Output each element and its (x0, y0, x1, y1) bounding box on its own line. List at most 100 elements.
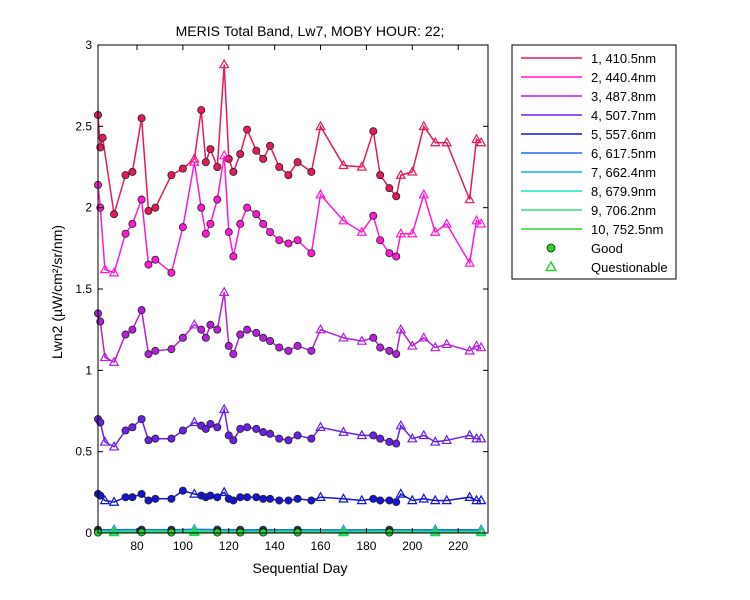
x-tick-label: 100 (173, 539, 193, 553)
good-point (151, 434, 160, 443)
legend-label: 9, 706.2nm (591, 203, 656, 218)
questionable-point (441, 136, 453, 147)
legend-label: 2, 440.4nm (591, 70, 656, 85)
questionable-point (395, 227, 407, 238)
good-point (229, 436, 238, 445)
good-point (151, 346, 160, 355)
good-point (243, 325, 252, 334)
questionable-point (464, 345, 475, 355)
questionable-point (356, 226, 368, 236)
good-point (151, 494, 160, 503)
good-point (178, 164, 187, 173)
questionable-point (218, 286, 230, 297)
questionable-point (108, 441, 120, 451)
x-tick-label: 220 (448, 539, 468, 553)
questionable-point (189, 488, 200, 498)
good-point (178, 333, 187, 342)
good-point (266, 494, 275, 503)
questionable-point (464, 193, 475, 204)
x-tick-label: 200 (402, 539, 422, 553)
series-line-6 (98, 528, 482, 531)
good-point (369, 333, 378, 342)
good-point (259, 219, 268, 228)
questionable-point (429, 341, 441, 352)
questionable-point (475, 341, 487, 352)
y-tick-label: 0.5 (75, 445, 92, 459)
chart-title: MERIS Total Band, Lw7, MOBY HOUR: 22; (176, 23, 445, 39)
good-point (213, 162, 222, 171)
questionable-point (338, 426, 349, 436)
good-point (121, 330, 130, 339)
series-5 (94, 486, 487, 507)
questionable-point (406, 432, 418, 443)
good-point (213, 325, 222, 334)
questionable-point (218, 149, 230, 160)
good-point (178, 426, 187, 435)
legend-label: 6, 617.5nm (591, 146, 656, 161)
good-point (197, 325, 206, 334)
good-point (259, 154, 268, 163)
good-point (252, 146, 261, 155)
series-2 (94, 149, 487, 277)
questionable-point (218, 486, 230, 497)
good-point (376, 496, 385, 505)
questionable-point (99, 351, 111, 362)
good-point (144, 260, 153, 269)
questionable-point (108, 267, 120, 277)
good-point (167, 345, 176, 354)
good-point (307, 434, 316, 443)
x-tick-label: 180 (356, 539, 376, 553)
questionable-point (418, 493, 430, 503)
plot-frame (97, 44, 489, 534)
good-point (259, 333, 268, 342)
questionable-point (356, 161, 368, 171)
questionable-point (406, 166, 418, 176)
good-point (369, 127, 378, 136)
good-point (137, 306, 146, 315)
good-point (110, 210, 119, 219)
good-point (151, 255, 160, 264)
questionable-point (475, 526, 487, 537)
good-point (392, 439, 401, 448)
good-point (144, 436, 153, 445)
questionable-point (356, 494, 368, 505)
questionable-point (418, 188, 430, 199)
series-layer (94, 58, 487, 537)
good-point (167, 171, 176, 180)
questionable-point (406, 340, 418, 350)
series-8 (94, 525, 487, 536)
questionable-point (464, 429, 475, 440)
good-point (243, 423, 252, 432)
good-point (293, 158, 302, 167)
good-point (392, 350, 401, 359)
good-point (206, 320, 215, 329)
good-point (307, 249, 316, 258)
good-point (252, 210, 261, 219)
questionable-point (338, 526, 349, 537)
x-axis: 80 100 120 140 160 180 200 220 (130, 45, 469, 553)
good-point (275, 236, 284, 245)
good-point (167, 494, 176, 503)
questionable-point (315, 323, 326, 334)
good-point (275, 496, 284, 505)
questionable-point (441, 434, 453, 445)
legend: 1, 410.5nm 2, 440.4nm 3, 487.8nm 4, 507.7nm… (511, 44, 677, 280)
good-point (229, 496, 238, 505)
good-point (275, 162, 284, 171)
questionable-point (218, 58, 230, 69)
good-point (206, 491, 215, 500)
good-point (376, 434, 385, 443)
y-tick-label: 3 (85, 38, 92, 52)
good-point (275, 343, 284, 352)
questionable-point (395, 419, 407, 430)
good-point (385, 184, 394, 193)
questionable-point (108, 496, 120, 506)
questionable-point (99, 436, 111, 446)
good-point (197, 106, 206, 115)
questionable-point (315, 491, 326, 501)
good-point (284, 171, 293, 180)
good-point (144, 496, 153, 505)
good-point (197, 203, 206, 212)
questionable-point (315, 421, 326, 432)
x-tick-label: 120 (219, 539, 239, 553)
